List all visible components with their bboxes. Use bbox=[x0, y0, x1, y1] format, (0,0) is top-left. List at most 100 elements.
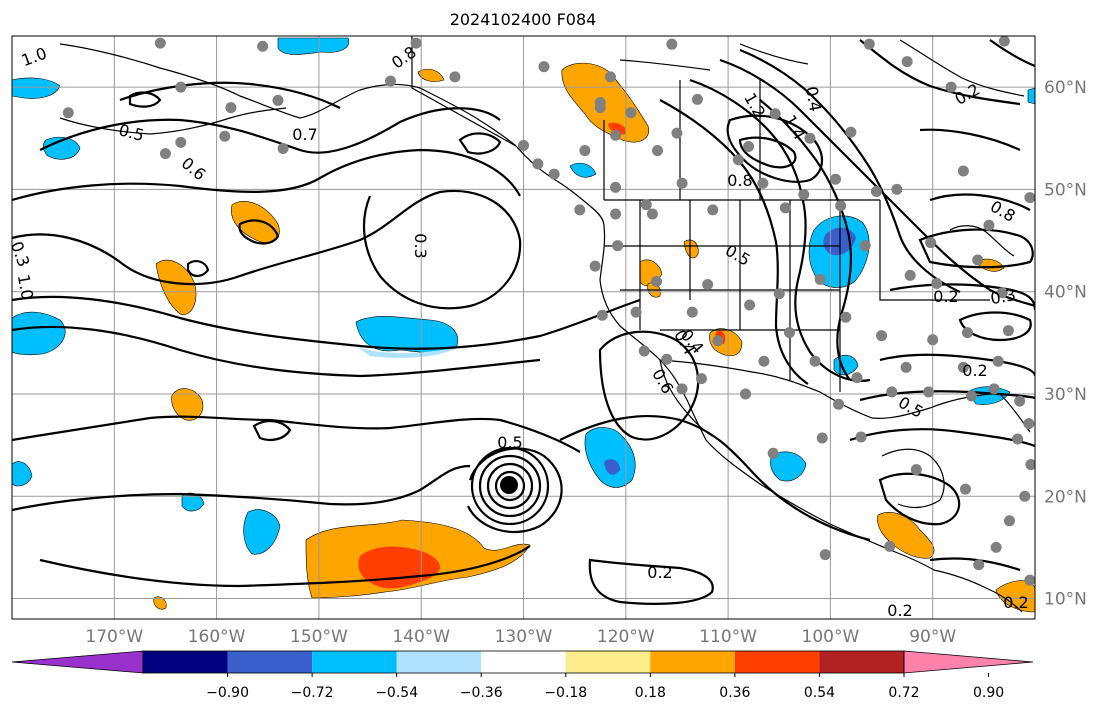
contour-label: 0.2 bbox=[887, 601, 912, 620]
lon-tick-label: 130°W bbox=[495, 627, 553, 647]
negative-area bbox=[770, 451, 807, 482]
station-dot bbox=[779, 202, 791, 214]
station-dot bbox=[910, 464, 922, 476]
colorbar-tick-label: −0.18 bbox=[544, 685, 587, 701]
positive-area bbox=[171, 388, 204, 421]
station-dot bbox=[175, 81, 187, 93]
station-dot bbox=[1003, 515, 1015, 527]
station-dot bbox=[758, 355, 770, 367]
positive-core bbox=[608, 122, 627, 135]
low-center-marker bbox=[500, 476, 518, 494]
contour-line bbox=[859, 39, 1021, 106]
station-dot bbox=[972, 254, 984, 266]
lat-tick-label: 10°N bbox=[1044, 590, 1087, 610]
contour-line bbox=[879, 353, 1035, 377]
negative-core bbox=[604, 459, 620, 475]
station-dot bbox=[707, 204, 719, 216]
station-dot bbox=[961, 327, 973, 339]
station-dot bbox=[691, 93, 703, 105]
negative-area bbox=[569, 162, 597, 178]
lat-tick-label: 40°N bbox=[1044, 283, 1087, 303]
station-dot bbox=[835, 200, 847, 212]
station-dot bbox=[966, 390, 978, 402]
colorbar-tick-label: −0.54 bbox=[375, 685, 418, 701]
contour-line bbox=[128, 91, 162, 108]
station-dot bbox=[1019, 490, 1031, 502]
lat-tick-label: 50°N bbox=[1044, 180, 1087, 200]
contour-label: 0.2 bbox=[647, 563, 672, 582]
station-dot bbox=[1024, 574, 1035, 586]
contour-line bbox=[929, 557, 1021, 572]
contour-line bbox=[918, 228, 1034, 269]
station-dot bbox=[661, 353, 673, 365]
station-dot bbox=[891, 183, 903, 195]
station-dot bbox=[945, 81, 957, 93]
station-dot bbox=[757, 177, 769, 189]
station-dot bbox=[686, 306, 698, 318]
contour-label: 0.5 bbox=[497, 433, 522, 452]
graticule bbox=[12, 36, 1035, 619]
station-dot bbox=[992, 355, 1004, 367]
contour-line bbox=[559, 414, 871, 542]
lon-tick-label: 170°W bbox=[85, 627, 143, 647]
station-dot bbox=[931, 278, 943, 290]
station-dot bbox=[1024, 192, 1035, 204]
contour-line bbox=[486, 462, 534, 510]
colorbar-low-arrow bbox=[11, 650, 144, 674]
colorbar-tick-label: 0.72 bbox=[888, 685, 919, 701]
map-frame bbox=[11, 35, 1036, 620]
contour-line bbox=[186, 260, 210, 278]
station-dot bbox=[809, 355, 821, 367]
station-dot bbox=[604, 71, 616, 83]
negative-area bbox=[12, 311, 66, 356]
contour-line bbox=[466, 447, 563, 534]
station-dot bbox=[652, 145, 664, 157]
station-dot bbox=[798, 189, 810, 201]
station-dot bbox=[612, 240, 624, 252]
colorbar-tick-label: 0.18 bbox=[635, 685, 666, 701]
map-title: 2024102400 F084 bbox=[450, 10, 597, 29]
station-dot bbox=[630, 306, 642, 318]
station-dot bbox=[175, 136, 187, 148]
contour-label: 0.3 bbox=[411, 233, 430, 258]
colorbar-box bbox=[143, 651, 228, 673]
station-dot bbox=[225, 102, 237, 114]
colorbar-tick-label: 0.36 bbox=[719, 685, 750, 701]
contour-line bbox=[726, 114, 824, 183]
great-lakes bbox=[949, 225, 1015, 257]
map-panel: 1.0 0.80.70.50.60.31.21.40.4 0.20.81.00.30… bbox=[12, 36, 1035, 620]
hudson-bay bbox=[899, 39, 1025, 97]
negative-shading bbox=[12, 37, 1035, 555]
station-dot bbox=[998, 36, 1010, 47]
longitude-ticks: 170°W 160°W 150°W 140°W 130°W 120°W 110°W 100°W… bbox=[85, 627, 956, 647]
contour-line bbox=[494, 470, 526, 502]
negative-area bbox=[967, 386, 1011, 405]
province-line bbox=[411, 36, 517, 147]
station-dot bbox=[863, 38, 875, 50]
station-dot bbox=[610, 181, 622, 193]
station-dot bbox=[159, 148, 171, 160]
contour-line bbox=[739, 48, 961, 293]
station-dot bbox=[277, 143, 289, 155]
station-dot bbox=[819, 549, 831, 561]
positive-area bbox=[417, 68, 445, 82]
station-dot bbox=[959, 483, 971, 495]
stations bbox=[62, 36, 1035, 586]
station-dot bbox=[666, 38, 678, 50]
positive-area bbox=[877, 512, 935, 559]
contour-label: 0.8 bbox=[727, 171, 752, 190]
positive-area bbox=[995, 580, 1035, 613]
positive-area bbox=[155, 259, 197, 315]
station-dot bbox=[925, 237, 937, 249]
station-dot bbox=[830, 173, 842, 185]
contour-line bbox=[659, 99, 809, 385]
station-dot bbox=[904, 269, 916, 281]
station-dot bbox=[640, 199, 652, 211]
colorbar-outline bbox=[142, 650, 905, 674]
negative-area bbox=[277, 37, 350, 55]
contour-line bbox=[39, 107, 501, 154]
station-dot bbox=[574, 204, 586, 216]
contour-line bbox=[689, 78, 871, 382]
station-dot bbox=[449, 71, 461, 83]
